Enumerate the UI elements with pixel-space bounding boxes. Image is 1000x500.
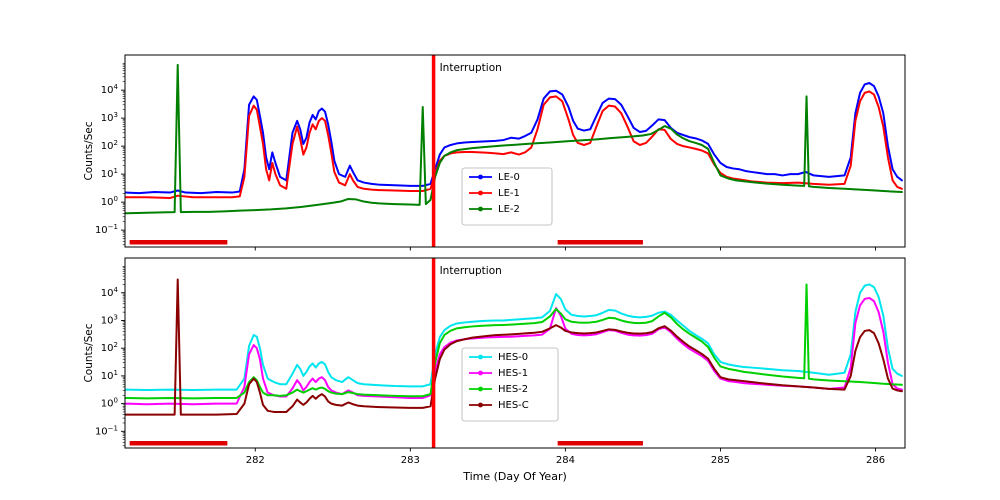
legend-label: HES-2 [498, 384, 528, 395]
y-tick-label: 10−1 [95, 223, 118, 236]
series-HES-0 [125, 283, 903, 391]
legend-label: LE-0 [498, 172, 520, 183]
red-interval-bar [129, 441, 228, 446]
le-panel: Interruption 10−1 100 101 102 103 104 Counts/Se… [83, 54, 906, 251]
y-tick-label: 102 [101, 139, 118, 152]
hes-panel: Interruption 10−1 100 101 102 103 104 282 283 284… [83, 257, 906, 466]
legend-marker [478, 370, 483, 376]
legend-marker [478, 174, 483, 180]
axes-spines [124, 257, 906, 449]
y-tick-label: 101 [101, 167, 118, 180]
x-tick-label: 286 [866, 455, 885, 466]
legend: HES-0 HES-1 HES-2 HES-C [461, 347, 559, 422]
y-axis-label: Counts/Sec [83, 121, 95, 180]
series-HES-C [125, 278, 903, 416]
red-interval-bar [557, 240, 643, 245]
series-HES-2 [125, 283, 903, 400]
y-tick-label: 10−1 [95, 424, 118, 437]
y-tick-label: 104 [101, 286, 119, 299]
y-tick-label: 101 [101, 369, 118, 382]
y-tick-label: 102 [101, 341, 118, 354]
red-interval-bar [557, 441, 643, 446]
legend-marker [478, 190, 483, 196]
y-tick-label: 103 [101, 313, 118, 326]
x-tick-label: 284 [556, 455, 575, 466]
y-axis-label: Counts/Sec [83, 323, 95, 382]
legend-label: HES-0 [498, 352, 528, 363]
y-tick-label: 103 [101, 111, 118, 124]
y-tick-label: 100 [101, 397, 118, 410]
x-tick-label: 285 [711, 455, 730, 466]
series-HES-1 [125, 296, 903, 406]
legend-marker [478, 354, 483, 360]
red-interval-bar [129, 240, 228, 245]
legend-label: LE-2 [498, 204, 520, 215]
legend-label: HES-C [498, 400, 529, 411]
interruption-label: Interruption [440, 265, 502, 277]
interruption-label: Interruption [440, 62, 502, 74]
legend-box [461, 347, 559, 422]
x-tick-label: 283 [401, 455, 420, 466]
legend-marker [478, 206, 483, 212]
series-LE-1 [125, 90, 903, 200]
series-LE-2 [125, 63, 903, 215]
y-tick-label: 104 [101, 83, 119, 96]
legend-label: LE-1 [498, 188, 520, 199]
x-axis-label: Time (Day Of Year) [462, 470, 567, 483]
y-tick-label: 100 [101, 195, 118, 208]
legend: LE-0 LE-1 LE-2 [461, 167, 553, 226]
x-tick-label: 282 [246, 455, 265, 466]
legend-box [461, 167, 553, 226]
axes-spines [124, 54, 906, 248]
series-LE-0 [125, 82, 903, 195]
legend-marker [478, 402, 483, 408]
legend-marker [478, 386, 483, 392]
legend-label: HES-1 [498, 368, 528, 379]
